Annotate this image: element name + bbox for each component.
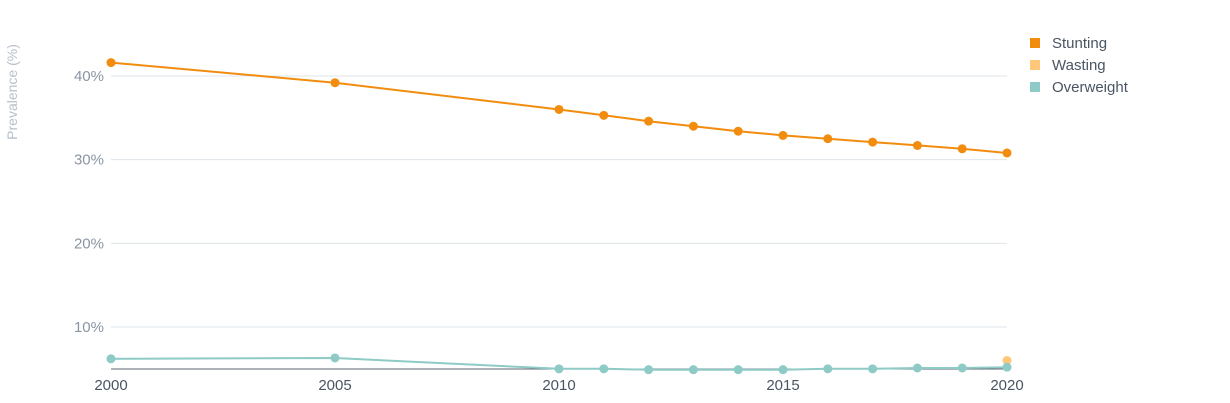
legend-item-wasting[interactable]: Wasting (1030, 57, 1106, 74)
overweight-point[interactable] (868, 364, 878, 374)
wasting-series (1002, 355, 1012, 365)
legend-swatch (1030, 82, 1040, 92)
y-tick-label: 10% (74, 319, 104, 336)
stunting-point[interactable] (957, 144, 967, 154)
x-tick-label: 2000 (94, 377, 127, 394)
legend-label: Overweight (1052, 79, 1129, 96)
stunting-point[interactable] (599, 110, 609, 120)
x-tick-label: 2010 (542, 377, 575, 394)
overweight-series (106, 353, 1012, 375)
legend-swatch (1030, 38, 1040, 48)
overweight-point[interactable] (1002, 362, 1012, 372)
stunting-point[interactable] (330, 78, 340, 88)
y-tick-label: 30% (74, 152, 104, 169)
stunting-point[interactable] (644, 116, 654, 126)
x-tick-label: 2005 (318, 377, 351, 394)
x-tick-label: 2015 (766, 377, 799, 394)
stunting-point[interactable] (106, 58, 116, 68)
stunting-point[interactable] (778, 130, 788, 140)
legend-label: Wasting (1052, 57, 1106, 74)
overweight-point[interactable] (912, 363, 922, 373)
overweight-point[interactable] (106, 354, 116, 364)
legend-label: Stunting (1052, 35, 1107, 52)
y-tick-label: 20% (74, 235, 104, 252)
overweight-point[interactable] (733, 365, 743, 375)
overweight-point[interactable] (957, 363, 967, 373)
legend-swatch (1030, 60, 1040, 70)
overweight-point[interactable] (778, 365, 788, 375)
y-tick-label: 40% (74, 68, 104, 85)
series-group (106, 58, 1012, 375)
legend-item-overweight[interactable]: Overweight (1030, 79, 1129, 96)
stunting-point[interactable] (868, 137, 878, 147)
stunting-series (106, 58, 1012, 158)
x-tick-label: 2020 (990, 377, 1023, 394)
overweight-point[interactable] (823, 364, 833, 374)
y-axis-ticks: 10% 20% 30% 40% (74, 68, 104, 336)
stunting-point[interactable] (733, 126, 743, 136)
overweight-point[interactable] (688, 365, 698, 375)
stunting-point[interactable] (554, 104, 564, 114)
overweight-point[interactable] (330, 353, 340, 363)
overweight-point[interactable] (554, 364, 564, 374)
stunting-point[interactable] (823, 134, 833, 144)
stunting-point[interactable] (1002, 148, 1012, 158)
legend[interactable]: Stunting Wasting Overweight (1030, 35, 1129, 96)
overweight-point[interactable] (599, 364, 609, 374)
overweight-point[interactable] (644, 365, 654, 375)
y-axis-label: Prevalence (%) (4, 44, 20, 140)
stunting-point[interactable] (912, 140, 922, 150)
legend-item-stunting[interactable]: Stunting (1030, 35, 1107, 52)
stunting-point[interactable] (688, 121, 698, 131)
wasting-point[interactable] (1002, 355, 1012, 365)
